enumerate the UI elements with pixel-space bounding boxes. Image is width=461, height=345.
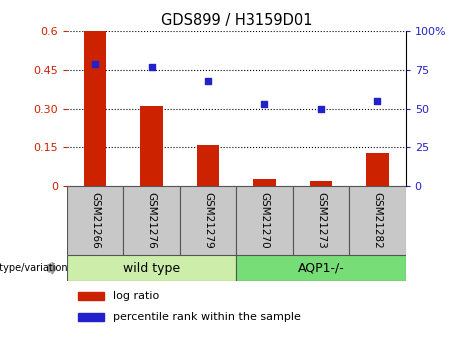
Text: GSM21266: GSM21266 [90,193,100,249]
Text: wild type: wild type [123,262,180,275]
Bar [253,179,276,186]
Point [204,78,212,83]
Bar [67,255,236,281]
Bar [197,145,219,186]
Point [261,101,268,107]
Text: GSM21279: GSM21279 [203,193,213,249]
Text: GSM21270: GSM21270 [260,193,270,249]
Point [91,61,99,67]
Text: GSM21273: GSM21273 [316,193,326,249]
Text: GSM21282: GSM21282 [372,193,383,249]
Text: AQP1-/-: AQP1-/- [298,262,344,275]
Bar [78,313,104,321]
Bar [67,186,123,255]
Title: GDS899 / H3159D01: GDS899 / H3159D01 [160,13,312,29]
Text: genotype/variation: genotype/variation [0,263,68,273]
Point [148,64,155,70]
Point [317,106,325,111]
Bar [78,292,104,300]
Point [374,98,381,104]
Text: GSM21276: GSM21276 [147,193,157,249]
Text: log ratio: log ratio [113,291,159,301]
Bar [366,152,389,186]
Bar [236,255,406,281]
Bar [140,106,163,186]
Bar [180,186,236,255]
Bar [349,186,406,255]
Bar [310,181,332,186]
Text: percentile rank within the sample: percentile rank within the sample [113,312,301,322]
Bar [293,186,349,255]
Bar [123,186,180,255]
Bar [84,31,106,186]
FancyArrow shape [48,263,56,274]
Bar [236,186,293,255]
